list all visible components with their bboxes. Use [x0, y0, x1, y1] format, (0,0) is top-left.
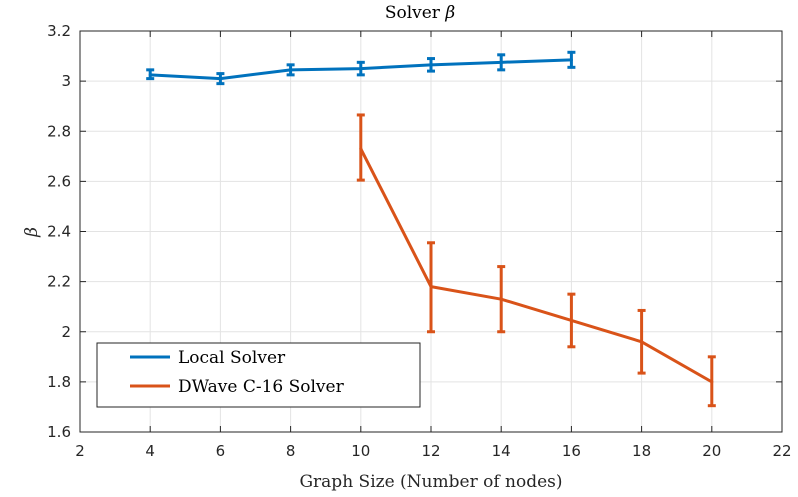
x-tick-label: 18	[632, 442, 651, 460]
data-point	[359, 67, 363, 71]
series-0	[146, 50, 576, 86]
error-bar	[567, 50, 576, 69]
y-tick-label: 1.8	[47, 373, 71, 391]
x-tick-label: 8	[286, 442, 296, 460]
chart-title-symbol: β	[444, 3, 455, 23]
data-point	[218, 77, 222, 81]
error-bar	[146, 68, 155, 81]
y-tick-label: 1.6	[47, 423, 71, 441]
y-tick-label: 3	[61, 72, 71, 90]
x-tick-label: 2	[75, 442, 85, 460]
error-bar	[286, 63, 295, 77]
x-tick-label: 22	[772, 442, 791, 460]
x-tick-label: 6	[216, 442, 226, 460]
error-bar	[427, 241, 435, 334]
data-point	[429, 63, 433, 67]
y-tick-label: 2.6	[47, 172, 71, 190]
y-tick-label: 2.8	[47, 122, 71, 140]
data-point	[429, 285, 433, 289]
error-bar	[497, 53, 506, 72]
data-point	[359, 147, 363, 151]
x-tick-label: 14	[492, 442, 511, 460]
error-bar	[216, 72, 225, 86]
x-tick-label: 16	[562, 442, 581, 460]
error-bar	[567, 292, 576, 349]
x-tick-label: 12	[421, 442, 440, 460]
error-bar	[427, 57, 435, 73]
legend-label-local-solver: Local Solver	[178, 348, 286, 368]
error-bar	[637, 308, 646, 375]
data-point	[148, 73, 152, 77]
x-axis-label: Graph Size (Number of nodes)	[299, 472, 562, 492]
chart-title-text: Solver	[385, 3, 441, 23]
data-point	[289, 68, 293, 72]
legend: Local Solver DWave C-16 Solver	[96, 342, 421, 408]
legend-box	[96, 342, 421, 408]
data-point	[640, 340, 644, 344]
data-point	[569, 318, 573, 322]
y-axis-label: β	[22, 227, 42, 238]
y-tick-label: 2.4	[47, 223, 71, 241]
y-tick-label: 3.2	[47, 22, 71, 40]
y-tick-label: 2	[61, 323, 71, 341]
series-layer	[146, 50, 716, 408]
data-point	[499, 297, 503, 301]
error-bar	[356, 60, 365, 77]
x-tick-label: 4	[145, 442, 155, 460]
x-tick-label: 10	[351, 442, 370, 460]
series-1	[356, 113, 716, 408]
error-bar	[707, 355, 716, 408]
data-point	[569, 58, 573, 62]
y-tick-label: 2.2	[47, 273, 71, 291]
data-point	[499, 60, 503, 64]
data-point	[710, 380, 714, 384]
chart-title: Solver β	[385, 3, 456, 23]
legend-label-dwave-solver: DWave C-16 Solver	[178, 377, 345, 397]
axis-ticks: 2 4 6 8 10 12 14 16 18 20 22 1.6 1.8 2 2.2 2.4 2.6 2.8 3 3.…	[47, 22, 791, 460]
series-line	[359, 148, 713, 384]
error-bar	[497, 265, 506, 334]
error-bar	[356, 113, 365, 182]
x-tick-label: 20	[702, 442, 721, 460]
